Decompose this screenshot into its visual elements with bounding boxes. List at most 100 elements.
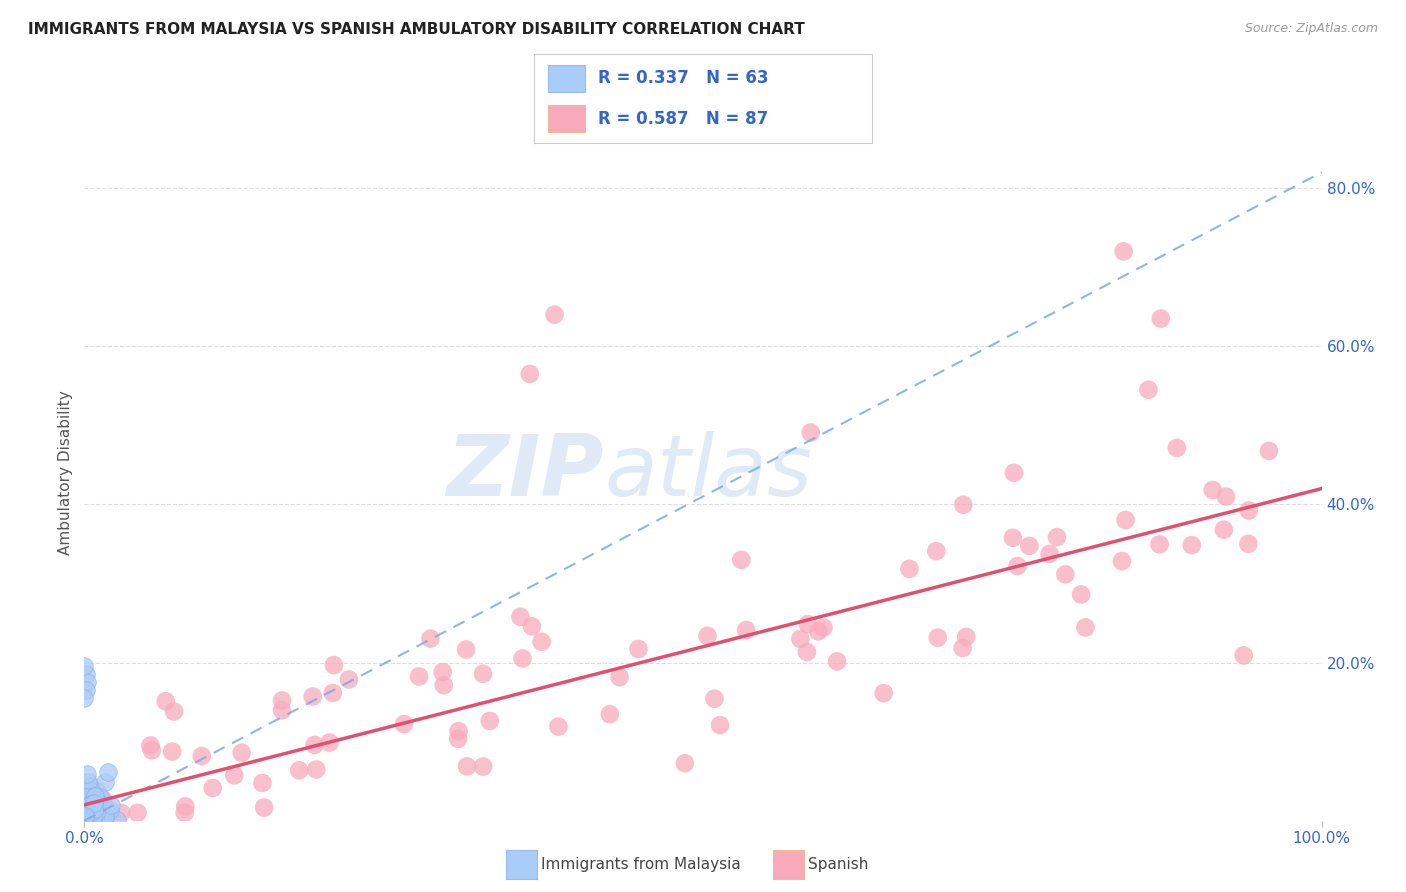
- Point: [1074, 620, 1097, 634]
- Point: [73, 804, 96, 818]
- Point: [80, 800, 103, 814]
- Point: [1002, 466, 1025, 480]
- Point: [1150, 311, 1173, 326]
- Point: [83, 790, 105, 805]
- Point: [91, 792, 114, 806]
- Point: [599, 707, 621, 722]
- Point: [1070, 587, 1092, 601]
- Point: [408, 669, 430, 683]
- Point: [86, 795, 108, 809]
- Point: [110, 805, 132, 820]
- Point: [79, 798, 101, 813]
- Point: [1115, 513, 1137, 527]
- Point: [75, 667, 97, 681]
- Point: [73, 808, 96, 822]
- Point: [73, 797, 96, 812]
- Point: [77, 805, 100, 820]
- Point: [73, 691, 96, 706]
- Bar: [548, 65, 585, 92]
- Point: [789, 632, 811, 646]
- Point: [160, 745, 183, 759]
- Point: [76, 788, 98, 802]
- Point: [75, 808, 97, 822]
- Text: Source: ZipAtlas.com: Source: ZipAtlas.com: [1244, 22, 1378, 36]
- Point: [89, 789, 111, 804]
- Point: [447, 724, 470, 739]
- Point: [84, 814, 107, 828]
- Point: [305, 763, 328, 777]
- Point: [77, 805, 100, 819]
- Text: Immigrants from Malaysia: Immigrants from Malaysia: [541, 857, 741, 871]
- Point: [127, 805, 149, 820]
- Point: [80, 793, 103, 807]
- Point: [252, 776, 274, 790]
- Point: [83, 797, 105, 811]
- Point: [813, 621, 835, 635]
- Point: [94, 809, 117, 823]
- Point: [1137, 383, 1160, 397]
- Point: [673, 756, 696, 771]
- Text: Spanish: Spanish: [808, 857, 869, 871]
- Point: [75, 789, 97, 804]
- Point: [322, 686, 344, 700]
- Point: [1007, 559, 1029, 574]
- Point: [1181, 538, 1204, 552]
- Point: [519, 367, 541, 381]
- Point: [253, 800, 276, 814]
- Bar: [548, 105, 585, 132]
- Point: [79, 780, 101, 794]
- Point: [76, 802, 98, 816]
- Point: [75, 800, 97, 814]
- Point: [797, 617, 820, 632]
- Point: [87, 794, 110, 808]
- Point: [76, 767, 98, 781]
- Point: [898, 562, 921, 576]
- Point: [1038, 547, 1060, 561]
- Point: [627, 642, 650, 657]
- Point: [1233, 648, 1256, 663]
- Point: [174, 799, 197, 814]
- Point: [1237, 537, 1260, 551]
- Point: [271, 693, 294, 707]
- Point: [512, 651, 534, 665]
- Point: [796, 645, 818, 659]
- Point: [75, 683, 97, 698]
- Point: [433, 678, 456, 692]
- Point: [696, 629, 718, 643]
- Point: [1166, 441, 1188, 455]
- Point: [201, 780, 224, 795]
- Point: [530, 634, 553, 648]
- Point: [73, 809, 96, 823]
- Point: [472, 666, 495, 681]
- Point: [509, 609, 531, 624]
- Point: [304, 738, 326, 752]
- Point: [520, 619, 543, 633]
- Point: [94, 811, 117, 825]
- Point: [478, 714, 501, 728]
- Text: ZIP: ZIP: [446, 431, 605, 515]
- Text: atlas: atlas: [605, 431, 813, 515]
- Point: [80, 797, 103, 812]
- Point: [83, 789, 105, 803]
- Point: [1018, 539, 1040, 553]
- Point: [392, 717, 415, 731]
- Point: [709, 718, 731, 732]
- Point: [1001, 531, 1024, 545]
- Point: [173, 805, 195, 820]
- Point: [1149, 537, 1171, 551]
- Point: [98, 803, 121, 817]
- Point: [927, 631, 949, 645]
- Point: [547, 720, 569, 734]
- Point: [79, 814, 101, 828]
- Point: [83, 801, 105, 815]
- Point: [609, 670, 631, 684]
- Point: [100, 798, 122, 813]
- Point: [80, 784, 103, 798]
- Point: [96, 765, 118, 780]
- Point: [107, 813, 129, 827]
- Point: [456, 642, 478, 657]
- Point: [952, 640, 974, 655]
- Point: [80, 800, 103, 814]
- Point: [1258, 444, 1281, 458]
- Point: [83, 802, 105, 816]
